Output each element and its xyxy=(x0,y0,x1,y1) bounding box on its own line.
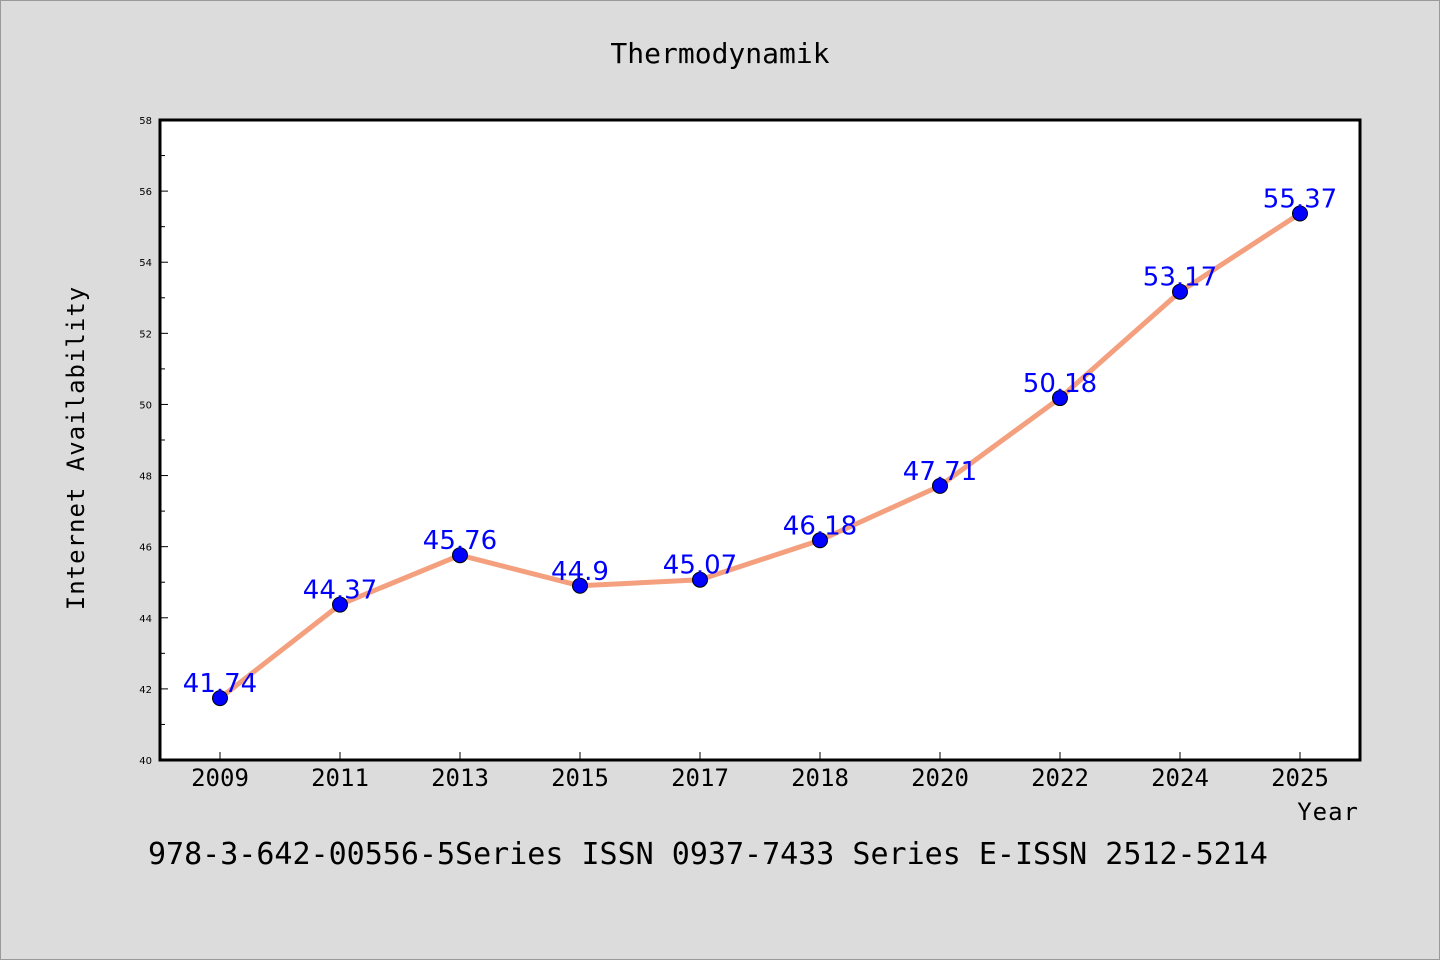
data-label: 50.18 xyxy=(1023,369,1097,399)
data-label: 53.17 xyxy=(1143,263,1217,293)
data-markers xyxy=(212,205,1308,707)
x-tick-label: 2013 xyxy=(431,764,489,792)
y-tick-label: 48 xyxy=(139,472,152,483)
x-tick-label: 2022 xyxy=(1031,764,1089,792)
footer-text: 978-3-642-00556-5Series ISSN 0937-7433 S… xyxy=(148,837,1268,872)
data-label: 45.07 xyxy=(663,551,737,581)
data-point xyxy=(1292,205,1308,222)
x-axis-label: Year xyxy=(1297,798,1359,826)
data-label: 44.37 xyxy=(303,576,377,606)
data-label: 47.71 xyxy=(903,457,977,487)
data-point xyxy=(932,477,948,494)
data-point xyxy=(212,690,228,707)
x-tick-label: 2024 xyxy=(1151,764,1209,792)
y-tick-label: 58 xyxy=(139,116,152,127)
data-point xyxy=(332,596,348,613)
data-point xyxy=(452,547,468,564)
x-tick-label: 2015 xyxy=(551,764,609,792)
x-tick-label: 2011 xyxy=(311,764,369,792)
y-tick-label: 40 xyxy=(139,756,152,767)
data-point xyxy=(1172,283,1188,300)
data-point xyxy=(572,577,588,594)
x-axis-ticks: 2009 2011 2013 2015 2017 2018 2020 2022 2024 2025 xyxy=(191,752,1329,792)
data-labels: 41.74 44.37 45.76 44.9 45.07 46.18 47.71 50.18 5… xyxy=(183,185,1337,700)
y-tick-label: 44 xyxy=(139,614,152,625)
plot-area xyxy=(160,120,1360,760)
chart-title: Thermodynamik xyxy=(610,37,829,70)
data-point xyxy=(692,571,708,588)
x-tick-label: 2009 xyxy=(191,764,249,792)
x-tick-label: 2017 xyxy=(671,764,729,792)
data-point xyxy=(812,532,828,549)
data-label: 46.18 xyxy=(783,511,857,541)
data-label: 44.9 xyxy=(551,557,609,587)
y-tick-label: 46 xyxy=(139,543,152,554)
x-tick-label: 2025 xyxy=(1271,764,1329,792)
y-tick-label: 52 xyxy=(139,329,152,340)
y-tick-label: 50 xyxy=(139,400,152,411)
data-label: 41.74 xyxy=(183,669,257,699)
data-label: 55.37 xyxy=(1263,185,1337,215)
y-tick-label: 54 xyxy=(139,258,152,269)
data-point xyxy=(1052,390,1068,407)
x-tick-label: 2020 xyxy=(911,764,969,792)
y-axis-label: Internet Availability xyxy=(62,286,90,610)
data-label: 45.76 xyxy=(423,526,497,556)
series-line xyxy=(217,211,1303,701)
x-tick-label: 2018 xyxy=(791,764,849,792)
plot-frame xyxy=(158,118,1362,762)
y-tick-label: 42 xyxy=(139,685,152,696)
y-tick-label: 56 xyxy=(139,187,152,198)
